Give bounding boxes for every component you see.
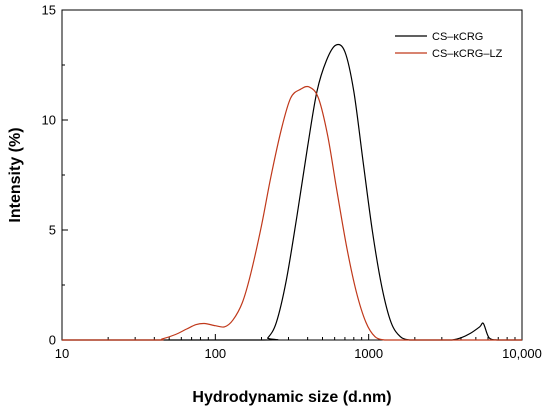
y-tick-label: 10: [42, 113, 56, 128]
y-tick-label: 0: [49, 333, 56, 348]
x-tick-label: 10: [55, 346, 69, 361]
series-layer: [62, 43, 522, 341]
legend-label: CS–κCRG–LZ: [432, 48, 503, 60]
y-tick-label: 15: [42, 3, 56, 18]
legend: CS–κCRG CS–κCRG–LZ: [395, 31, 503, 60]
y-axis-ticks: 0 5 10 15: [42, 3, 68, 348]
y-tick-label: 5: [49, 223, 56, 238]
x-tick-label: 1000: [354, 346, 383, 361]
x-axis-title: Hydrodynamic size (d.nm): [192, 389, 391, 406]
legend-label: CS–κCRG: [432, 31, 483, 43]
y-axis-title: Intensity (%): [7, 127, 24, 222]
x-axis-ticks: 10 100 1000 10,000: [55, 334, 542, 361]
series-line-1: [62, 43, 522, 341]
x-tick-label: 100: [204, 346, 226, 361]
series-line-2: [62, 85, 522, 341]
x-tick-label: 10,000: [502, 346, 542, 361]
